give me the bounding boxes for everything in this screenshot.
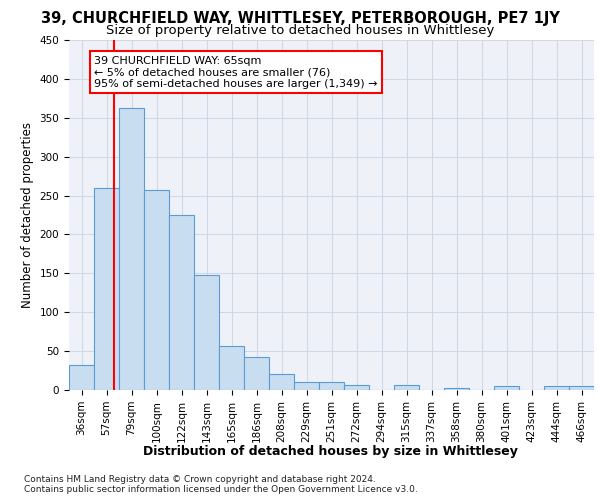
Text: Contains HM Land Registry data © Crown copyright and database right 2024.: Contains HM Land Registry data © Crown c… — [24, 474, 376, 484]
Bar — [269, 374, 294, 390]
Bar — [94, 188, 119, 390]
Bar — [169, 215, 194, 390]
Bar — [144, 190, 169, 390]
Bar — [494, 386, 519, 390]
Y-axis label: Number of detached properties: Number of detached properties — [21, 122, 34, 308]
Bar — [569, 386, 594, 390]
Bar — [344, 384, 369, 390]
Text: Size of property relative to detached houses in Whittlesey: Size of property relative to detached ho… — [106, 24, 494, 37]
Bar — [294, 382, 319, 390]
Text: 39 CHURCHFIELD WAY: 65sqm
← 5% of detached houses are smaller (76)
95% of semi-d: 39 CHURCHFIELD WAY: 65sqm ← 5% of detach… — [94, 56, 377, 89]
Bar — [194, 275, 219, 390]
Bar — [219, 346, 244, 390]
Bar — [244, 356, 269, 390]
Bar — [444, 388, 469, 390]
Bar — [394, 384, 419, 390]
Bar — [69, 365, 94, 390]
Bar — [319, 382, 344, 390]
Bar — [544, 386, 569, 390]
Text: Distribution of detached houses by size in Whittlesey: Distribution of detached houses by size … — [143, 444, 517, 458]
Text: Contains public sector information licensed under the Open Government Licence v3: Contains public sector information licen… — [24, 484, 418, 494]
Bar — [119, 108, 144, 390]
Text: 39, CHURCHFIELD WAY, WHITTLESEY, PETERBOROUGH, PE7 1JY: 39, CHURCHFIELD WAY, WHITTLESEY, PETERBO… — [41, 11, 559, 26]
